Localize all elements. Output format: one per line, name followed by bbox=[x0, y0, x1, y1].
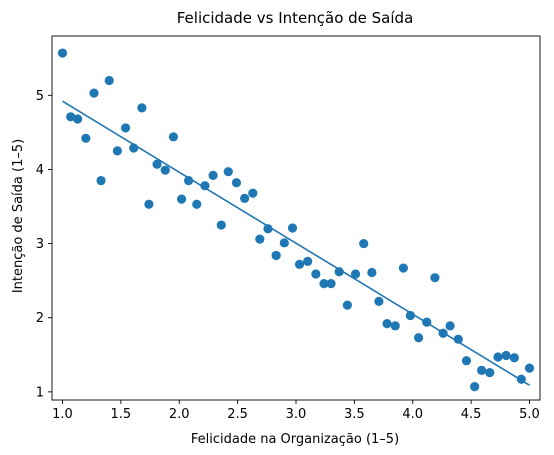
x-tick-label: 5.0 bbox=[519, 407, 540, 422]
data-point bbox=[493, 352, 503, 362]
data-point bbox=[334, 267, 344, 277]
data-point bbox=[477, 365, 487, 375]
data-point bbox=[303, 256, 313, 266]
data-point bbox=[445, 321, 455, 331]
chart-title: Felicidade vs Intenção de Saída bbox=[177, 9, 414, 27]
x-tick-label: 4.0 bbox=[402, 407, 423, 422]
data-point bbox=[405, 310, 416, 321]
data-point bbox=[382, 319, 392, 329]
data-point bbox=[509, 353, 519, 363]
data-point bbox=[73, 114, 83, 124]
trend-line bbox=[62, 100, 530, 386]
data-point bbox=[129, 143, 139, 153]
data-point bbox=[350, 269, 361, 279]
data-point bbox=[160, 165, 170, 175]
data-point bbox=[294, 259, 305, 269]
x-tick-label: 2.5 bbox=[227, 407, 248, 422]
data-point bbox=[311, 269, 321, 279]
y-tick-label: 4 bbox=[36, 163, 44, 178]
x-tick-label: 1.5 bbox=[111, 407, 132, 422]
data-point bbox=[168, 132, 179, 142]
data-point bbox=[57, 48, 68, 58]
data-point bbox=[231, 178, 242, 188]
data-point bbox=[279, 238, 289, 248]
data-point bbox=[81, 133, 91, 143]
data-point bbox=[144, 199, 154, 209]
data-point bbox=[248, 188, 258, 198]
data-point bbox=[240, 193, 250, 203]
data-point bbox=[390, 321, 400, 331]
y-tick-label: 5 bbox=[36, 89, 44, 104]
data-point bbox=[319, 279, 329, 289]
data-point bbox=[152, 159, 162, 169]
data-point bbox=[453, 334, 463, 344]
data-point bbox=[104, 75, 114, 86]
data-point bbox=[287, 223, 298, 233]
data-point bbox=[430, 273, 440, 283]
data-point bbox=[255, 234, 265, 244]
data-point bbox=[470, 382, 480, 392]
y-tick-label: 3 bbox=[36, 237, 44, 252]
data-point bbox=[461, 356, 472, 366]
data-point bbox=[112, 146, 122, 156]
x-axis-label: Felicidade na Organização (1–5) bbox=[191, 432, 399, 447]
data-point bbox=[438, 328, 448, 338]
x-tick-label: 2.0 bbox=[169, 407, 190, 422]
x-tick-label: 3.0 bbox=[286, 407, 307, 422]
data-point bbox=[516, 374, 526, 384]
data-point bbox=[485, 367, 495, 378]
data-point bbox=[176, 194, 187, 204]
data-point bbox=[192, 199, 202, 209]
y-tick-label: 2 bbox=[36, 311, 44, 326]
x-axis: 1.0 1.5 2.0 2.5 3.0 3.5 4.0 4.5 5.0 bbox=[52, 400, 540, 422]
x-tick-label: 1.0 bbox=[52, 407, 73, 422]
data-point bbox=[96, 175, 106, 186]
data-point bbox=[200, 181, 210, 191]
data-point bbox=[208, 170, 218, 180]
y-axis-label: Intenção de Saída (1–5) bbox=[11, 139, 26, 293]
data-point bbox=[422, 317, 432, 327]
x-tick-label: 4.5 bbox=[461, 407, 482, 422]
data-point bbox=[271, 250, 281, 261]
data-point bbox=[367, 267, 377, 278]
plot-frame bbox=[51, 35, 541, 401]
data-point bbox=[524, 363, 535, 373]
data-point bbox=[120, 123, 131, 133]
x-tick-label: 3.5 bbox=[344, 407, 365, 422]
data-point bbox=[263, 224, 273, 234]
data-point bbox=[342, 300, 352, 310]
data-point bbox=[66, 112, 76, 122]
data-point bbox=[216, 220, 226, 230]
data-point bbox=[501, 350, 511, 361]
plot-area-group bbox=[51, 35, 541, 401]
y-tick-label: 1 bbox=[36, 385, 44, 400]
data-point bbox=[326, 279, 336, 289]
data-point bbox=[413, 333, 424, 343]
data-point bbox=[183, 175, 194, 186]
data-point bbox=[89, 88, 99, 98]
data-point bbox=[137, 103, 147, 113]
data-point bbox=[398, 263, 409, 273]
y-axis: 1 2 3 4 5 bbox=[36, 89, 52, 400]
data-point bbox=[359, 238, 369, 249]
data-point bbox=[223, 167, 233, 177]
data-point bbox=[374, 296, 384, 307]
